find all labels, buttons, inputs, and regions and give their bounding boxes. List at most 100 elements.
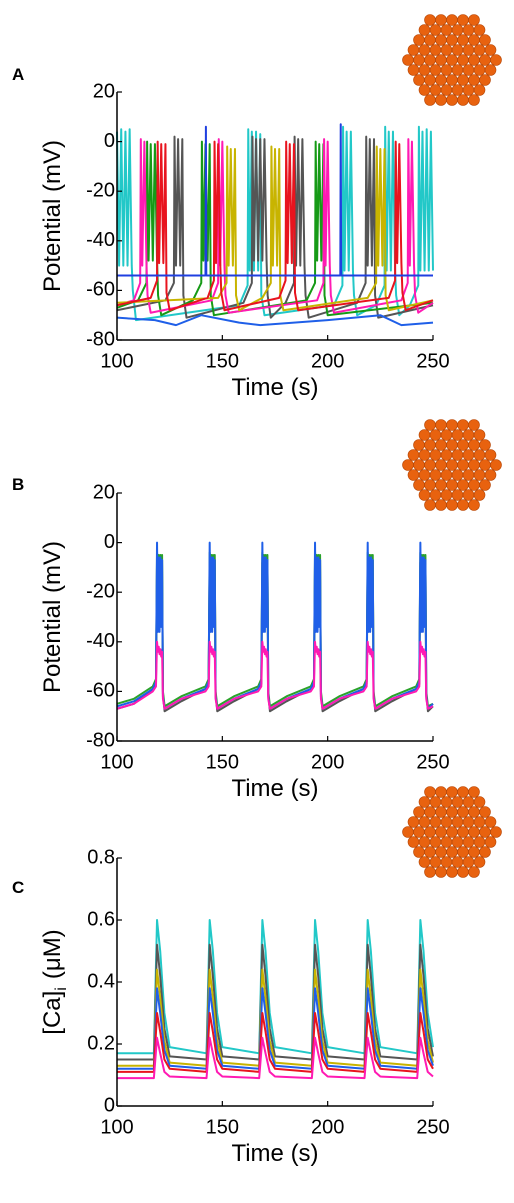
x-tick-label: 150 [206, 350, 239, 372]
atom [479, 459, 491, 471]
atom [418, 856, 431, 868]
y-tick-label: 0.2 [87, 1032, 115, 1054]
atom [413, 806, 425, 818]
atom [457, 439, 469, 451]
x-tick-label: 100 [100, 751, 133, 773]
y-tick-label: 20 [93, 80, 115, 102]
atom [468, 14, 480, 26]
y-tick-label: 0 [104, 130, 115, 152]
atom [468, 74, 480, 86]
y-label-unit: (μM) [39, 929, 66, 979]
atom [429, 429, 442, 441]
atom [473, 44, 486, 56]
atom [462, 449, 475, 461]
y-label-main: [Ca] [39, 991, 66, 1035]
series-line [116, 640, 434, 710]
atom [440, 44, 453, 56]
atom [435, 479, 447, 491]
y-axis-label: Potential (mV) [39, 140, 66, 292]
atom [451, 796, 464, 808]
y-tick-label: -40 [86, 630, 115, 652]
atom [435, 419, 447, 431]
atom [451, 489, 464, 501]
x-tick-label: 250 [416, 350, 449, 372]
atom [479, 439, 491, 451]
atom [473, 816, 486, 828]
atom [473, 469, 486, 481]
lattice-icon [402, 419, 502, 511]
y-tick-label: 0 [104, 1094, 115, 1116]
atom [440, 836, 453, 848]
atom [479, 806, 491, 818]
series-line [116, 140, 434, 317]
series-line [116, 551, 434, 708]
atom [418, 449, 431, 461]
y-tick-label: -60 [86, 680, 115, 702]
atom [446, 499, 458, 511]
atom [462, 856, 475, 868]
atom [424, 866, 436, 878]
atom [479, 34, 491, 46]
atom [446, 34, 458, 46]
atom [407, 469, 420, 481]
atom [473, 856, 486, 868]
atom [413, 439, 425, 451]
atom [413, 479, 425, 491]
series-line [117, 123, 433, 277]
atom [407, 816, 420, 828]
series-line [116, 314, 434, 327]
atom [462, 836, 475, 848]
atom [413, 34, 425, 46]
atom [468, 34, 480, 46]
x-axis-label: Time (s) [231, 374, 318, 401]
atom [479, 826, 491, 838]
atom [457, 479, 469, 491]
atom [451, 44, 464, 56]
atom [451, 856, 464, 868]
series-line [116, 138, 434, 314]
atom [424, 459, 436, 471]
atom [468, 826, 480, 838]
atom [424, 439, 436, 451]
atom [484, 44, 497, 56]
atom [440, 796, 453, 808]
atom [468, 459, 480, 471]
atom [429, 469, 442, 481]
atom [446, 786, 458, 798]
atom [457, 826, 469, 838]
atom [473, 449, 486, 461]
atom [418, 84, 431, 96]
atom [440, 24, 453, 36]
atom [468, 846, 480, 858]
atom [429, 449, 442, 461]
y-tick-label: -20 [86, 580, 115, 602]
atom [484, 836, 497, 848]
atom [468, 866, 480, 878]
y-axis-label: Potential (mV) [39, 541, 66, 693]
atom [479, 846, 491, 858]
atom [440, 449, 453, 461]
atom [479, 74, 491, 86]
atom [424, 806, 436, 818]
atom [429, 796, 442, 808]
atom [446, 54, 458, 66]
atom [446, 459, 458, 471]
atom [451, 816, 464, 828]
atom [418, 469, 431, 481]
atom [446, 806, 458, 818]
atom [446, 479, 458, 491]
atom [435, 94, 447, 106]
panel-label: C [12, 878, 24, 897]
atom [407, 64, 420, 76]
atom [424, 34, 436, 46]
atom [468, 54, 480, 66]
series-line [117, 987, 434, 1070]
atom [473, 64, 486, 76]
atom [468, 94, 480, 106]
atom [457, 34, 469, 46]
atom [424, 786, 436, 798]
